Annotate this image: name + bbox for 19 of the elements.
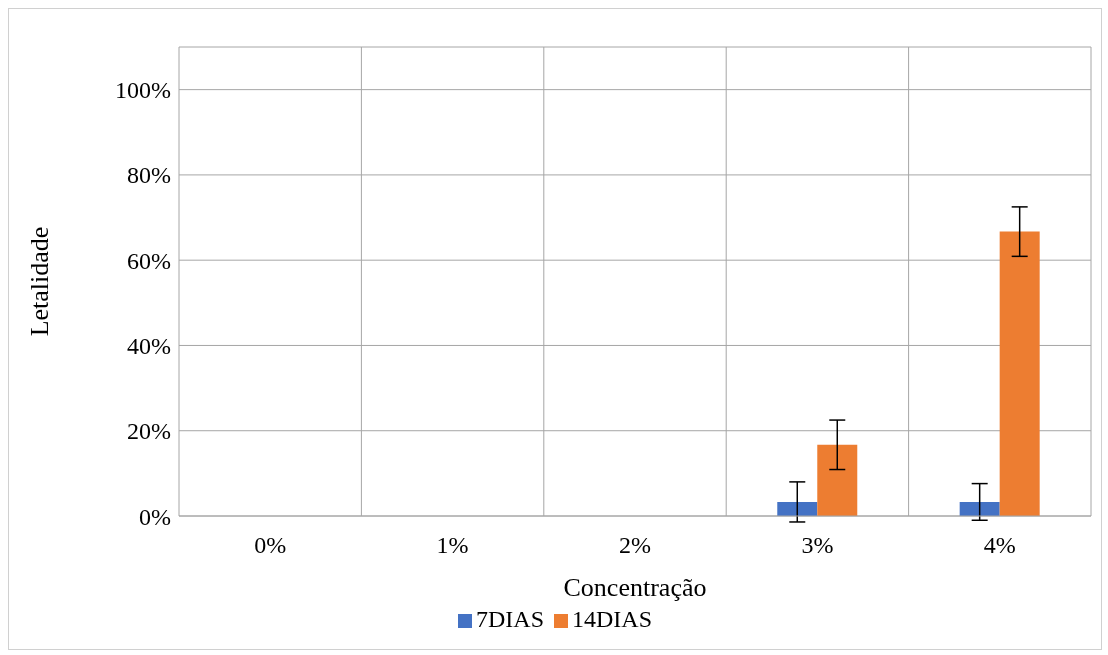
x-axis-title: Concentração [563,573,707,602]
bar [777,501,818,516]
legend-label: 14DIAS [572,606,653,632]
legend-label: 7DIAS [475,606,544,632]
bar [817,444,858,516]
x-tick-label: 3% [801,532,834,559]
y-tick-label: 80% [127,162,171,189]
bar [999,231,1040,516]
x-tick-label: 4% [983,532,1016,559]
x-tick-label: 2% [619,532,651,559]
x-tick-label: 0% [254,532,287,559]
y-tick-label: 20% [127,418,171,445]
y-axis-title: Letalidade [25,226,55,337]
y-tick-label: 0% [139,503,171,530]
y-tick-label: 40% [127,332,171,359]
y-tick-label: 100% [115,77,171,104]
bar [959,501,1000,516]
y-tick-label: 60% [127,247,171,274]
x-tick-label: 1% [436,532,469,559]
